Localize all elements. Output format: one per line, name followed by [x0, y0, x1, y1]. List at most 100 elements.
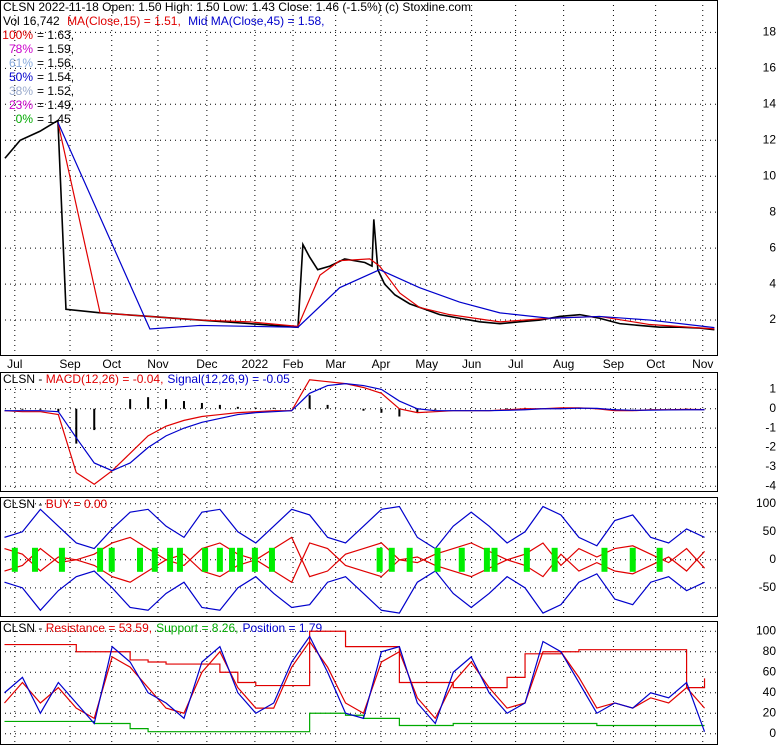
panel-prefix: CLSN - — [3, 497, 46, 511]
y-tick-label: 0 — [769, 552, 776, 566]
fib-value: = 1.56, — [37, 56, 74, 70]
y-tick-label: 60 — [763, 664, 777, 678]
buy-signal — [483, 547, 490, 572]
fib-value: = 1.45 — [37, 112, 71, 126]
panel-title: CLSN - MACD(12,26) = -0.04, Signal(12,26,… — [3, 372, 290, 386]
panel-prefix: CLSN - — [3, 621, 46, 635]
histogram-bar — [254, 407, 257, 409]
buy-signal — [58, 547, 65, 572]
buy-signal — [376, 547, 383, 572]
histogram-bar — [308, 395, 311, 409]
buy-signal — [32, 547, 39, 572]
buy-signal — [656, 547, 663, 572]
series-line — [4, 630, 706, 689]
buy-signal — [551, 547, 558, 572]
buy-signal — [629, 547, 636, 572]
header-ma: Vol 16,742 MA(Close,15) = 1.51, Mid MA(C… — [3, 14, 325, 28]
histogram-bar — [200, 402, 203, 409]
fib-level: 23% — [9, 98, 33, 112]
y-tick-label: -50 — [759, 580, 777, 594]
histogram-bar — [165, 399, 168, 409]
fib-label: 50% — [9, 70, 33, 84]
y-tick-label: 8 — [769, 204, 776, 218]
fib-label: 100% — [2, 28, 33, 42]
histogram-bar — [362, 408, 365, 411]
fib-level: 0% — [16, 112, 34, 126]
histogram-bar — [434, 408, 437, 410]
buy-signal — [237, 547, 244, 572]
panel-prefix: CLSN - — [3, 372, 46, 386]
panel-title-part: BUY = 0.00 — [46, 497, 108, 511]
histogram-bar — [326, 404, 329, 409]
y-tick-label: -1 — [765, 420, 776, 434]
histogram-bar — [416, 408, 419, 413]
histogram-bar — [218, 404, 221, 409]
x-tick-label: Oct — [646, 357, 665, 371]
y-tick-label: 2 — [769, 312, 776, 326]
fib-label: 0% — [16, 112, 34, 126]
y-tick-label: -3 — [765, 459, 776, 473]
series-line — [4, 635, 706, 732]
y-tick-label: 100 — [756, 623, 776, 637]
histogram-bar — [380, 408, 383, 413]
y-tick-label: 50 — [763, 524, 777, 538]
fib-level: 50% — [9, 70, 33, 84]
y-tick-label: 40 — [763, 685, 777, 699]
histogram-bar — [93, 408, 96, 431]
fib-label: 61% — [9, 56, 33, 70]
buy-signal — [97, 547, 104, 572]
histogram-bar — [236, 406, 239, 409]
x-tick-label: 2022 — [242, 357, 269, 371]
buy-signal — [108, 547, 115, 572]
y-tick-label: 20 — [763, 705, 777, 719]
y-tick-label: 16 — [763, 60, 777, 74]
fib-label: 78% — [9, 42, 33, 56]
buy-signal — [601, 547, 608, 572]
histogram-bar — [506, 408, 509, 409]
fib-value: = 1.49, — [37, 98, 74, 112]
buy-signal — [229, 547, 236, 572]
histogram-bar — [75, 408, 78, 444]
panel-frame — [0, 497, 718, 617]
panel-title: CLSN - Resistance = 53.59, Support = 8.26… — [3, 621, 323, 635]
series-line — [4, 536, 705, 578]
fib-label: 38% — [9, 84, 33, 98]
fib-value: = 1.54, — [37, 70, 74, 84]
fib-level: 100% — [2, 28, 33, 42]
y-tick-label: 80 — [763, 644, 777, 658]
buy-signal — [11, 547, 18, 572]
ma15-text: MA(Close,15) = 1.51, — [67, 14, 181, 28]
volume-text: Vol 16,742 — [3, 14, 60, 28]
x-tick-label: Dec — [196, 357, 217, 371]
buy-signal — [176, 547, 183, 572]
series-line — [4, 570, 705, 614]
panel-frame — [0, 621, 718, 745]
x-tick-label: Jul — [7, 357, 22, 371]
fib-value: = 1.59, — [37, 42, 74, 56]
histogram-bar — [182, 401, 185, 409]
series-line — [4, 379, 705, 485]
buy-signal — [216, 547, 223, 572]
buy-signal — [202, 547, 209, 572]
buy-signal — [167, 547, 174, 572]
x-tick-label: Mar — [325, 357, 346, 371]
y-tick-label: 12 — [763, 132, 777, 146]
x-tick-label: Nov — [692, 357, 713, 371]
series-line — [57, 122, 715, 330]
y-tick-label: 10 — [763, 168, 777, 182]
histogram-bar — [398, 408, 401, 417]
histogram-bar — [57, 408, 60, 412]
histogram-bar — [272, 407, 275, 409]
y-tick-label: 1 — [769, 382, 776, 396]
x-tick-label: Nov — [147, 357, 168, 371]
series-line — [4, 640, 705, 720]
series-line — [57, 122, 715, 330]
series-line — [4, 383, 705, 472]
histogram-bar — [147, 397, 150, 409]
panel-frame — [0, 372, 718, 492]
buy-signal — [523, 547, 530, 572]
fib-value: = 1.52, — [37, 84, 74, 98]
y-tick-label: 14 — [763, 96, 777, 110]
x-tick-label: May — [415, 357, 438, 371]
